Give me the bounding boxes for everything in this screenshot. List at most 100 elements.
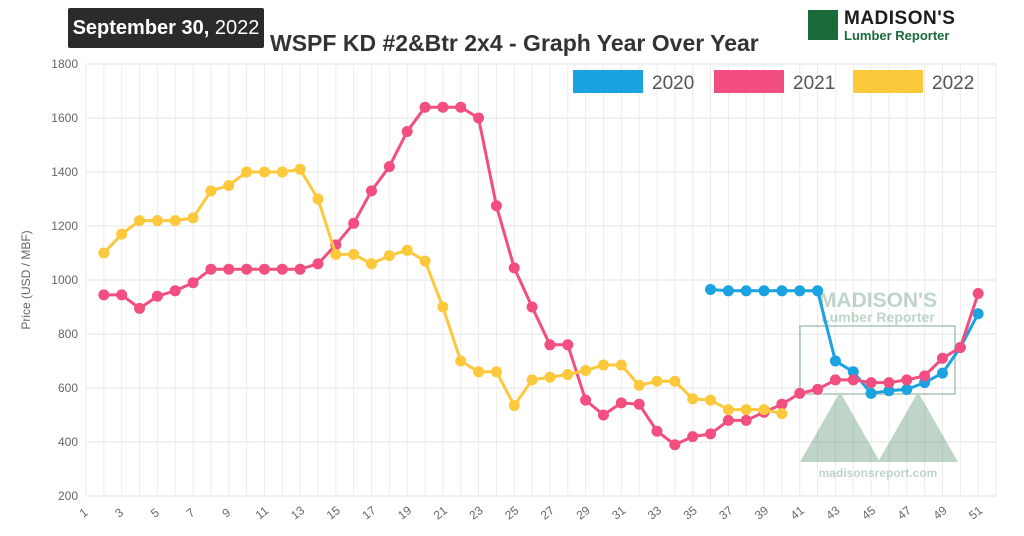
data-point-2021: [508, 262, 520, 274]
data-point-2022: [473, 366, 485, 378]
data-point-2022: [437, 301, 449, 313]
data-point-2020: [705, 283, 717, 295]
y-tick-label: 1200: [51, 219, 78, 233]
x-tick-label: 31: [609, 503, 628, 522]
date-badge-year: 2022: [214, 17, 260, 39]
y-tick-label: 1800: [51, 57, 78, 71]
x-tick-label: 43: [823, 503, 842, 522]
data-point-2020: [740, 285, 752, 297]
data-point-2022: [776, 408, 788, 420]
data-point-2021: [633, 398, 645, 410]
data-point-2022: [615, 359, 627, 371]
data-point-2020: [936, 367, 948, 379]
x-tick-label: 3: [112, 505, 126, 520]
x-tick-label: 45: [859, 503, 878, 522]
data-point-2021: [455, 101, 467, 113]
data-point-2022: [669, 375, 681, 387]
data-point-2022: [134, 215, 146, 227]
data-point-2021: [705, 428, 717, 440]
data-point-2022: [401, 244, 413, 256]
data-point-2021: [205, 263, 217, 275]
x-tick-label: 41: [788, 503, 807, 522]
watermark-triangle: [878, 392, 958, 462]
x-tick-label: 47: [895, 503, 914, 522]
logo-line1: MADISON'S: [844, 8, 956, 29]
data-point-2021: [954, 342, 966, 353]
data-point-2022: [597, 359, 609, 371]
data-point-2021: [419, 101, 431, 113]
y-tick-label: 1000: [51, 273, 78, 287]
y-axis-label: Price (USD / MBF): [19, 230, 33, 329]
data-point-2022: [705, 394, 717, 406]
x-tick-label: 9: [219, 505, 233, 520]
data-point-2021: [776, 398, 788, 410]
x-tick-label: 23: [467, 503, 486, 522]
data-point-2022: [223, 180, 235, 191]
data-point-2020: [972, 308, 984, 320]
legend-swatch-2020: [573, 70, 643, 93]
data-point-2022: [740, 404, 752, 416]
data-point-2022: [169, 215, 181, 227]
data-point-2021: [562, 339, 574, 351]
data-point-2020: [812, 285, 824, 297]
data-point-2021: [597, 409, 609, 421]
data-point-2021: [936, 352, 948, 364]
data-point-2022: [365, 258, 377, 270]
data-point-2022: [294, 163, 306, 175]
data-point-2022: [383, 250, 395, 262]
data-point-2022: [651, 375, 663, 387]
series-line-2020: [710, 287, 980, 395]
data-point-2022: [151, 215, 163, 227]
data-point-2022: [633, 379, 645, 391]
x-tick-label: 33: [645, 503, 664, 522]
data-point-2021: [883, 377, 895, 389]
data-point-2021: [687, 431, 699, 443]
legend-label-2022: 2022: [932, 73, 974, 94]
x-tick-label: 17: [359, 503, 378, 522]
data-point-2022: [419, 255, 431, 267]
data-point-2021: [437, 101, 449, 113]
series-layer: [98, 101, 984, 451]
x-tick-label: 37: [716, 503, 735, 522]
data-point-2022: [187, 212, 199, 224]
x-tick-label: 5: [148, 505, 162, 520]
data-point-2021: [187, 277, 199, 289]
madisons-logo: MADISON'S Lumber Reporter: [808, 8, 1008, 44]
data-point-2022: [544, 371, 556, 383]
data-point-2021: [865, 377, 877, 389]
data-point-2020: [865, 387, 877, 399]
legend-swatch-2021: [714, 70, 784, 93]
legend-label-2021: 2021: [793, 73, 835, 94]
data-point-2022: [562, 369, 574, 380]
x-tick-label: 19: [395, 503, 414, 522]
x-tick-label: 29: [574, 503, 593, 522]
legend-label-2020: 2020: [652, 73, 694, 94]
series-2022: [98, 163, 788, 420]
data-point-2022: [490, 366, 502, 378]
y-tick-label: 200: [58, 489, 78, 503]
data-point-2020: [776, 285, 788, 297]
data-point-2022: [508, 400, 520, 412]
x-tick-label: 51: [966, 503, 985, 522]
logo-mark-icon: [808, 10, 838, 40]
watermark-triangle: [800, 392, 880, 462]
data-point-2020: [829, 355, 841, 367]
x-tick-label: 35: [681, 503, 700, 522]
data-point-2021: [258, 263, 270, 275]
data-point-2020: [758, 285, 770, 297]
x-tick-label: 13: [288, 503, 307, 522]
data-point-2022: [312, 193, 324, 205]
data-point-2022: [205, 185, 217, 197]
watermark-line1: MADISON'S: [819, 289, 937, 312]
grid-layer: [85, 63, 997, 497]
data-point-2022: [455, 355, 467, 367]
data-point-2021: [401, 126, 413, 137]
data-point-2021: [812, 383, 824, 395]
data-point-2021: [544, 339, 556, 351]
data-point-2021: [580, 394, 592, 406]
data-point-2021: [615, 397, 627, 409]
chart-title: WSPF KD #2&Btr 2x4 - Graph Year Over Yea…: [270, 30, 759, 56]
data-point-2022: [330, 248, 342, 260]
